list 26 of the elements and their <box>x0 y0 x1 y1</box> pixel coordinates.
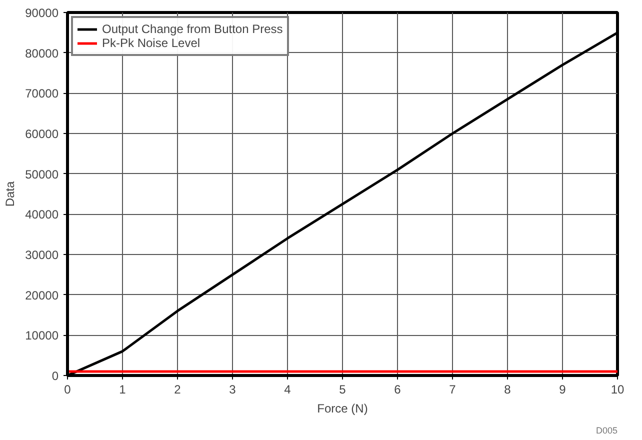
text: D005 <box>596 426 618 436</box>
x-tick-label: 1 <box>119 382 126 396</box>
x-tick-label: 0 <box>64 382 72 396</box>
y-tick-label: 80000 <box>25 46 59 60</box>
y-tick-label: 30000 <box>25 248 59 262</box>
x-tick-label: 8 <box>504 382 512 396</box>
x-tick-label: 3 <box>229 382 236 396</box>
legend-label: Pk-Pk Noise Level <box>102 36 200 50</box>
y-tick-label: 40000 <box>25 208 59 222</box>
y-axis-title: Data <box>3 181 18 207</box>
x-tick-label: 10 <box>610 382 624 396</box>
x-tick-label: 9 <box>559 382 566 396</box>
y-tick-label: 50000 <box>25 167 59 182</box>
y-tick-label: 10000 <box>25 328 59 343</box>
x-tick-label: 7 <box>449 382 456 396</box>
y-tick-label: 70000 <box>25 86 59 101</box>
y-tick-label: 90000 <box>25 6 59 20</box>
x-axis-title: Force (N) <box>317 402 368 416</box>
y-tick-label: 20000 <box>25 288 59 302</box>
legend-label: Output Change from Button Press <box>102 22 283 36</box>
x-tick-label: 5 <box>339 382 346 396</box>
x-tick-label: 2 <box>174 382 182 396</box>
y-tick-label: 0 <box>52 369 59 383</box>
x-tick-label: 6 <box>394 382 402 396</box>
y-tick-label: 60000 <box>25 127 59 141</box>
x-tick-label: 4 <box>284 382 292 396</box>
